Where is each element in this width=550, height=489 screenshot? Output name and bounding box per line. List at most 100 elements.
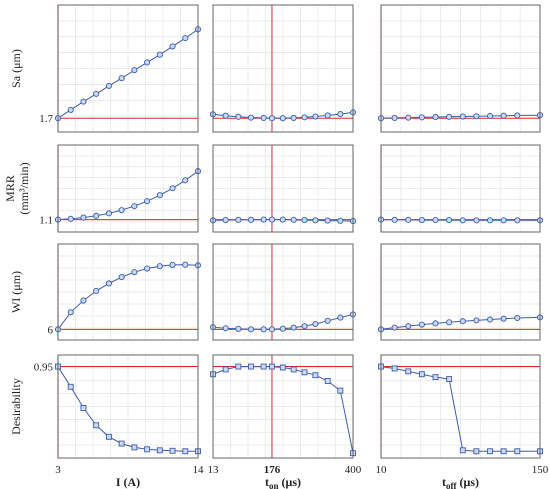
- data-point: [324, 112, 331, 119]
- data-point: [301, 369, 308, 376]
- data-point: [235, 325, 242, 332]
- y-axis-label-line: Desirability: [9, 378, 23, 435]
- panel-frame: [380, 144, 541, 233]
- data-point: [432, 320, 439, 327]
- data-point: [268, 216, 276, 223]
- data-point: [312, 113, 319, 120]
- data-point: [486, 316, 494, 323]
- x-axis-label: ton (μs): [265, 475, 301, 489]
- x-tick-label: 13: [208, 464, 220, 476]
- data-point: [312, 372, 319, 379]
- panel-frame: [57, 144, 199, 233]
- data-point: [337, 387, 344, 394]
- data-point: [93, 287, 100, 294]
- x-tick-label: 400: [345, 464, 362, 476]
- data-point: [459, 318, 466, 325]
- data-point: [235, 363, 242, 370]
- panel-4-1: [55, 354, 201, 459]
- data-point: [290, 114, 297, 121]
- x-axis-label-sub: off: [446, 481, 457, 489]
- panel-2-1: [54, 144, 202, 233]
- data-point: [290, 324, 297, 331]
- data-point: [405, 323, 412, 330]
- panel-4-3: [378, 354, 543, 459]
- panel-frame: [57, 4, 199, 133]
- data-point: [324, 378, 331, 384]
- data-point: [67, 309, 74, 316]
- data-point: [169, 261, 176, 268]
- data-point: [279, 364, 286, 371]
- data-point: [105, 210, 112, 217]
- y-axis-label-line: (mm³/min): [17, 162, 31, 214]
- data-point: [500, 217, 507, 224]
- data-point: [514, 314, 521, 322]
- x-axis-label-unit: (μs): [457, 475, 479, 489]
- data-point: [500, 315, 507, 322]
- data-point: [405, 368, 412, 375]
- data-point: [324, 217, 331, 224]
- data-point: [418, 114, 425, 121]
- x-axis-label-main: I (A): [116, 475, 140, 489]
- data-point: [80, 214, 87, 221]
- data-point: [105, 433, 112, 440]
- x-tick-label: 150: [532, 464, 549, 476]
- data-point: [105, 82, 112, 89]
- y-axis-label: Sa (μm): [9, 49, 23, 88]
- data-point: [144, 265, 151, 272]
- y-tick-label: 1.1: [39, 215, 53, 227]
- data-point: [301, 114, 308, 121]
- y-axis-label: Desirability: [9, 378, 23, 435]
- data-point: [222, 112, 229, 119]
- data-point: [156, 447, 163, 454]
- data-point: [446, 319, 453, 326]
- data-point: [118, 274, 125, 281]
- data-point: [405, 114, 412, 121]
- data-point: [500, 112, 507, 119]
- panel-frame: [380, 4, 541, 133]
- data-point: [144, 59, 151, 66]
- y-axis-label: MRR (mm³/min): [3, 162, 31, 214]
- data-point: [279, 216, 286, 223]
- data-point: [169, 185, 176, 192]
- panel-2-3: [377, 144, 544, 233]
- data-point: [80, 98, 87, 105]
- data-point: [337, 314, 344, 321]
- data-point: [290, 366, 297, 373]
- data-point: [235, 113, 242, 120]
- y-axis-label-line: MRR: [3, 175, 17, 202]
- data-point: [169, 43, 176, 50]
- data-point: [418, 217, 425, 224]
- data-point: [222, 325, 229, 332]
- data-point: [118, 207, 125, 214]
- data-point: [391, 324, 398, 331]
- data-point: [118, 440, 125, 447]
- y-axis-label: WI (μm): [9, 271, 23, 313]
- data-point: [182, 177, 189, 184]
- data-point: [169, 447, 176, 454]
- panel-frame: [380, 354, 541, 459]
- data-point: [391, 365, 398, 372]
- data-point: [279, 115, 286, 122]
- panel-1-3: [377, 4, 544, 133]
- data-point: [473, 217, 480, 224]
- panel-frame: [57, 243, 199, 341]
- data-point: [301, 217, 308, 224]
- data-point: [248, 363, 254, 370]
- data-point: [290, 216, 297, 223]
- data-point: [105, 280, 112, 287]
- data-point: [80, 404, 87, 411]
- panel-1-2: [209, 4, 357, 133]
- panel-frame: [212, 354, 354, 459]
- data-point: [473, 317, 480, 324]
- data-point: [500, 448, 507, 455]
- data-point: [268, 326, 276, 333]
- data-point: [144, 446, 151, 453]
- data-point: [312, 320, 319, 328]
- data-point: [391, 114, 398, 121]
- data-point: [405, 216, 412, 223]
- data-point: [93, 422, 100, 429]
- data-point: [260, 216, 267, 223]
- panel-2-2: [209, 144, 357, 233]
- data-point: [446, 113, 453, 120]
- data-point: [247, 326, 255, 333]
